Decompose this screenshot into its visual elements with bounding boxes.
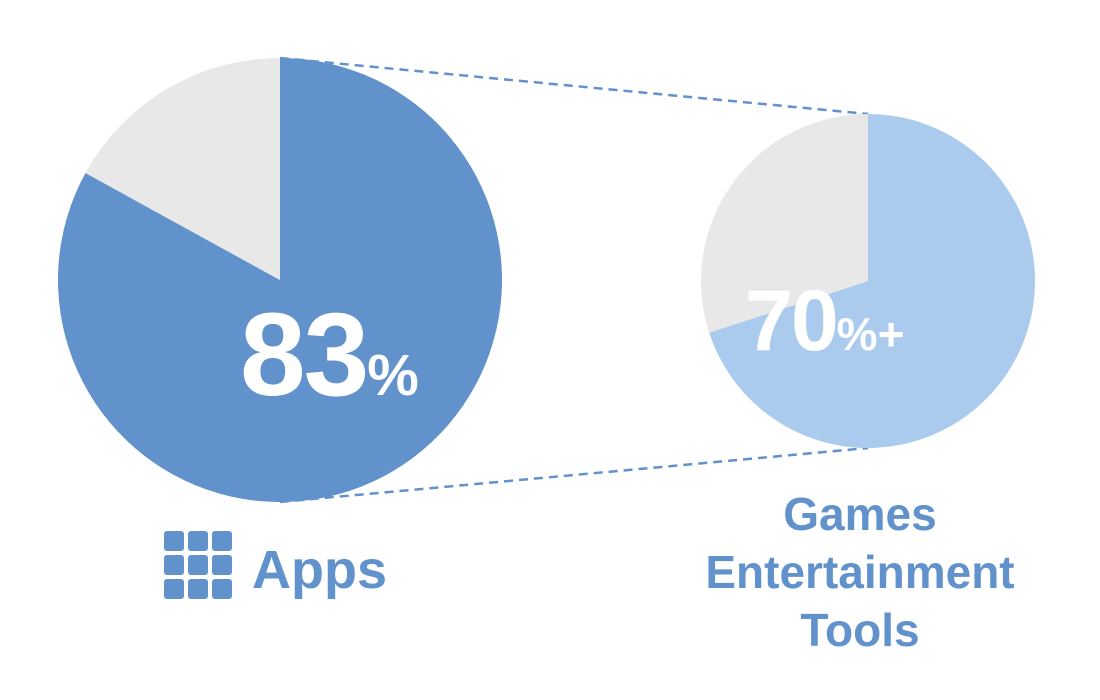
games-percent-suffix: %+ bbox=[837, 308, 905, 360]
connector-line-top bbox=[279, 56, 869, 116]
games-category-label-line-3: Tools bbox=[800, 604, 919, 656]
apps-percent-value: 83 bbox=[240, 289, 367, 421]
apps-pie-slice-1 bbox=[85, 58, 280, 280]
games-pie-slice-1 bbox=[701, 114, 868, 333]
games-percent-value: 70 bbox=[745, 273, 837, 369]
connector-line-bottom bbox=[279, 446, 869, 504]
games-percent-label: 70%+ bbox=[745, 273, 904, 369]
apps-percent-label: 83% bbox=[240, 289, 419, 421]
grid-icon-cell bbox=[188, 531, 208, 551]
grid-icon bbox=[164, 531, 232, 599]
apps-percent-suffix: % bbox=[367, 343, 419, 408]
grid-icon-cell bbox=[212, 531, 232, 551]
grid-icon-cell bbox=[212, 579, 232, 599]
grid-icon-cell bbox=[188, 555, 208, 575]
grid-icon-cell bbox=[212, 555, 232, 575]
apps-category-label: Apps bbox=[252, 540, 387, 600]
grid-icon-cell bbox=[164, 579, 184, 599]
games-pie-slice-0 bbox=[709, 114, 1035, 448]
games-category-label-line-1: Games bbox=[783, 488, 936, 540]
games-category-label-line-2: Entertainment bbox=[705, 546, 1014, 598]
grid-icon-cell bbox=[164, 531, 184, 551]
games-pie bbox=[701, 114, 1035, 448]
grid-icon-cell bbox=[164, 555, 184, 575]
apps-pie bbox=[57, 58, 502, 502]
grid-icon-cell bbox=[188, 579, 208, 599]
